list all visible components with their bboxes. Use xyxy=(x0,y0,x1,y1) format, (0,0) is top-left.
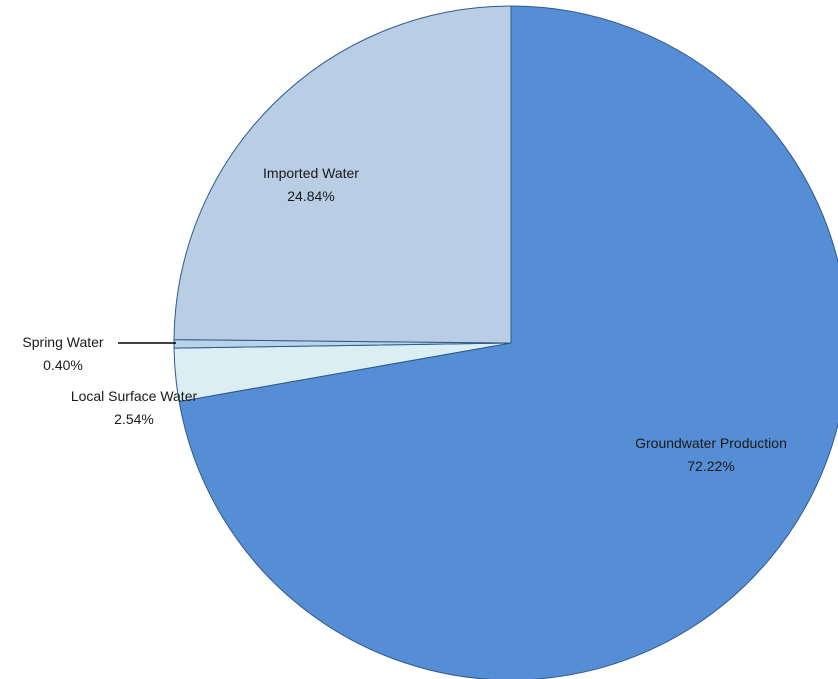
imported-water-value-label: 24.84% xyxy=(287,188,334,204)
local-surface-water-value-label: 2.54% xyxy=(114,411,154,427)
pie-slice-imported-water xyxy=(173,5,512,344)
groundwater-production-value-label: 72.22% xyxy=(687,458,734,474)
groundwater-production-name-label: Groundwater Production xyxy=(635,435,787,451)
imported-water-name-label: Imported Water xyxy=(263,165,359,181)
spring-water-value-label: 0.40% xyxy=(43,357,83,373)
pie-slices xyxy=(173,5,838,679)
pie-slice-groundwater-production xyxy=(178,5,838,679)
local-surface-water-name-label: Local Surface Water xyxy=(71,388,198,404)
spring-water-name-label: Spring Water xyxy=(22,334,104,350)
